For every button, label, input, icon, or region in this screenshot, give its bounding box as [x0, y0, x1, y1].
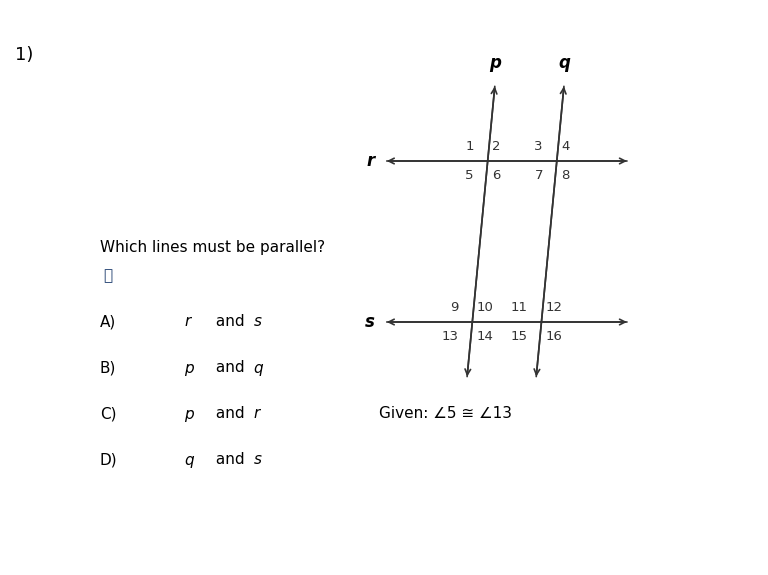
Text: 3: 3 [535, 140, 543, 153]
Text: 14: 14 [476, 330, 493, 343]
Text: A): A) [100, 315, 116, 329]
Text: 11: 11 [511, 301, 528, 314]
Text: 7: 7 [535, 169, 543, 182]
Text: 16: 16 [545, 330, 562, 343]
Text: and: and [211, 361, 250, 375]
Text: r: r [184, 315, 190, 329]
Text: r: r [366, 152, 375, 170]
Text: p: p [184, 407, 194, 421]
Text: r: r [253, 407, 260, 421]
Text: 6: 6 [492, 169, 500, 182]
Text: 15: 15 [511, 330, 528, 343]
Text: Given: ∠5 ≅ ∠13: Given: ∠5 ≅ ∠13 [379, 407, 512, 421]
Text: 12: 12 [545, 301, 563, 314]
Text: 10: 10 [476, 301, 493, 314]
Text: 13: 13 [442, 330, 458, 343]
Text: B): B) [100, 361, 116, 375]
Text: 1): 1) [15, 46, 34, 64]
Text: C): C) [100, 407, 116, 421]
Text: s: s [253, 453, 261, 467]
Text: and: and [211, 407, 250, 421]
Text: and: and [211, 315, 250, 329]
Text: 2: 2 [492, 140, 500, 153]
Text: 5: 5 [465, 169, 474, 182]
Text: 8: 8 [561, 169, 569, 182]
Text: 1: 1 [465, 140, 474, 153]
Text: q: q [253, 361, 263, 375]
Text: p: p [184, 361, 194, 375]
Text: Which lines must be parallel?: Which lines must be parallel? [100, 240, 325, 255]
Text: and: and [211, 453, 250, 467]
Text: 9: 9 [450, 301, 458, 314]
Text: D): D) [100, 453, 118, 467]
Text: 4: 4 [561, 140, 569, 153]
Text: p: p [489, 54, 501, 72]
Text: s: s [253, 315, 261, 329]
Text: q: q [558, 54, 570, 72]
Text: s: s [365, 313, 375, 331]
Text: 🔊: 🔊 [104, 269, 113, 283]
Text: q: q [184, 453, 194, 467]
